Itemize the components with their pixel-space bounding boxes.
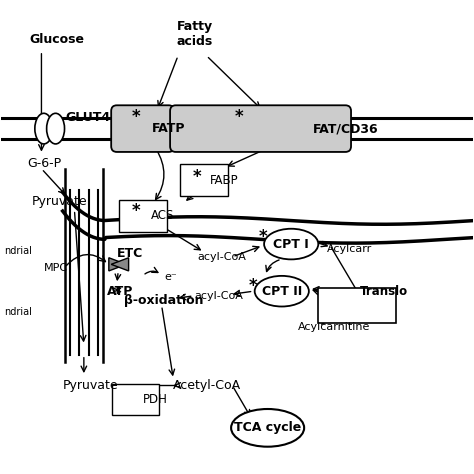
Text: GLUT4: GLUT4	[65, 111, 110, 124]
Text: Pyruvate: Pyruvate	[63, 379, 118, 392]
Text: e⁻: e⁻	[164, 272, 177, 282]
Text: Glucose: Glucose	[30, 33, 85, 46]
Text: CPT II: CPT II	[262, 285, 302, 298]
Text: Pyruvate: Pyruvate	[32, 195, 88, 208]
Text: *: *	[259, 228, 267, 246]
Text: β-oxidation: β-oxidation	[124, 294, 203, 307]
Text: ndrial: ndrial	[4, 308, 32, 318]
Text: Acylcarr: Acylcarr	[327, 244, 372, 254]
Ellipse shape	[35, 113, 53, 144]
Text: PDH: PDH	[143, 393, 168, 406]
Text: ATP: ATP	[108, 285, 134, 298]
Text: Acetyl-CoA: Acetyl-CoA	[173, 379, 242, 392]
Text: acyl-CoA: acyl-CoA	[197, 252, 246, 262]
FancyBboxPatch shape	[119, 200, 166, 232]
Text: Fatty
acids: Fatty acids	[176, 20, 213, 48]
Text: *: *	[131, 108, 140, 126]
Text: TCA cycle: TCA cycle	[234, 421, 301, 434]
FancyBboxPatch shape	[111, 105, 174, 152]
Text: *: *	[112, 285, 121, 303]
Text: FATP: FATP	[152, 122, 185, 135]
Text: ETC: ETC	[117, 247, 143, 260]
Text: Acylcarnitine: Acylcarnitine	[298, 321, 371, 331]
Text: acyl-CoA: acyl-CoA	[195, 291, 244, 301]
Ellipse shape	[264, 229, 318, 259]
Text: *: *	[192, 168, 201, 186]
Ellipse shape	[46, 113, 64, 144]
Ellipse shape	[231, 409, 304, 447]
Text: FABP: FABP	[210, 174, 238, 187]
Text: ndrial: ndrial	[4, 246, 32, 256]
Text: MPC: MPC	[44, 263, 68, 273]
Ellipse shape	[255, 276, 309, 307]
FancyBboxPatch shape	[180, 164, 228, 197]
Text: *: *	[249, 277, 258, 295]
FancyBboxPatch shape	[112, 384, 159, 415]
Text: ACS: ACS	[151, 210, 174, 222]
Text: CPT I: CPT I	[273, 237, 309, 251]
Text: Translo: Translo	[359, 285, 408, 298]
FancyBboxPatch shape	[170, 105, 351, 152]
Text: *: *	[235, 108, 244, 126]
Polygon shape	[109, 258, 126, 271]
Text: *: *	[131, 202, 140, 220]
FancyBboxPatch shape	[318, 288, 396, 323]
Polygon shape	[111, 258, 128, 271]
Text: G-6-P: G-6-P	[27, 157, 62, 171]
Text: FAT/CD36: FAT/CD36	[312, 122, 378, 135]
